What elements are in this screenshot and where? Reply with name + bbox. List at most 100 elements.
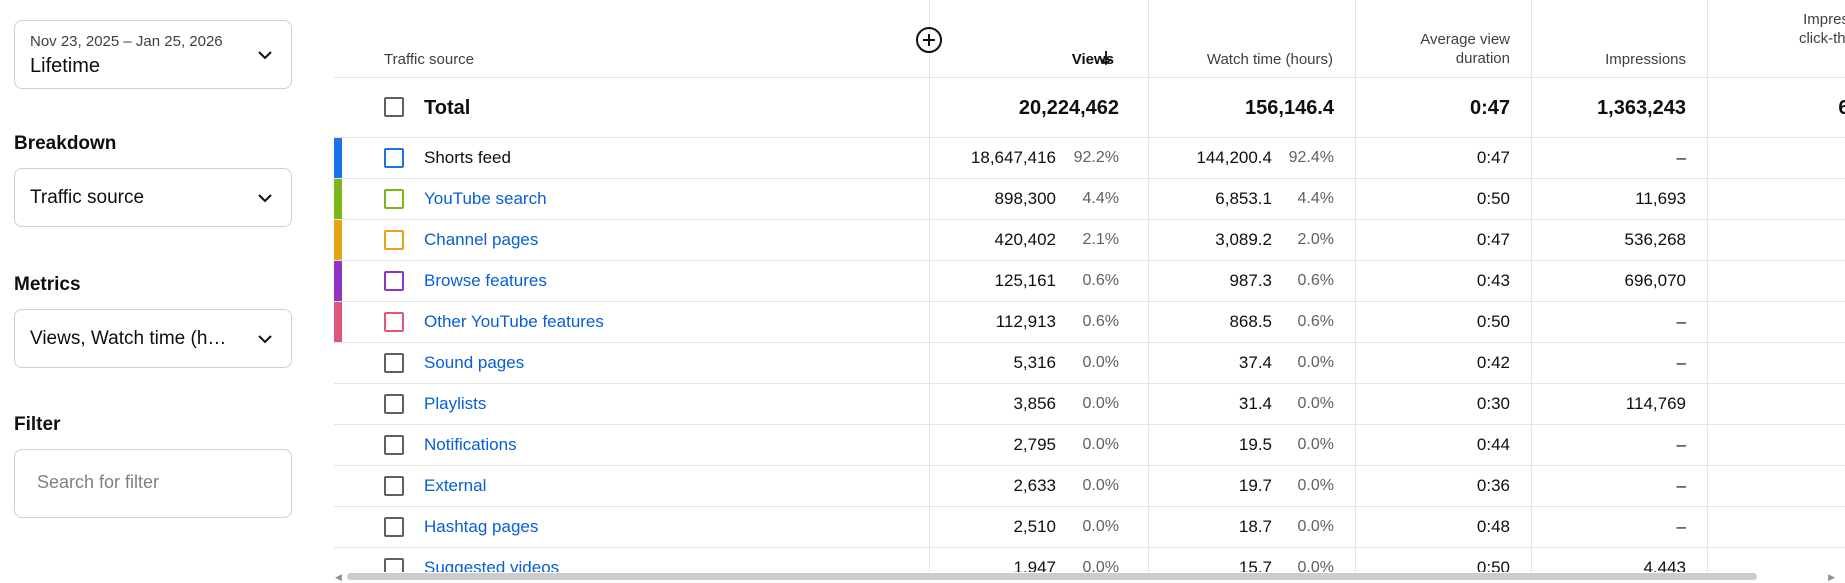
row-watch-time: 31.4 — [1238, 394, 1272, 413]
header-views[interactable]: Views — [1071, 51, 1114, 68]
row-checkbox[interactable] — [384, 476, 404, 496]
filter-search-input[interactable] — [37, 472, 267, 493]
filter-label: Filter — [14, 414, 61, 435]
row-impressions: – — [1676, 476, 1686, 495]
row-avg-duration: 0:47 — [1476, 148, 1510, 167]
traffic-source-name[interactable]: YouTube search — [424, 189, 547, 208]
header-impressions-ctr[interactable]: Impressions click-through rate — [1724, 10, 1845, 67]
row-checkbox[interactable] — [384, 353, 404, 373]
row-checkbox[interactable] — [384, 271, 404, 291]
date-range-dropdown[interactable]: Nov 23, 2025 – Jan 25, 2026 Lifetime — [14, 20, 292, 89]
horizontal-scrollbar[interactable]: ◀ ▶ — [335, 571, 1835, 582]
row-views-percent: 0.6% — [1082, 313, 1119, 330]
row-checkbox[interactable] — [384, 558, 404, 572]
traffic-source-name[interactable]: External — [424, 476, 487, 495]
row-watch-time-percent: 0.6% — [1297, 313, 1334, 330]
row-impressions: – — [1676, 435, 1686, 454]
row-watch-time-percent: 0.0% — [1297, 354, 1334, 371]
table-row: Playlists 3,856 0.0% 31.4 0.0% 0:30 114,769 1.4… — [334, 384, 1845, 425]
traffic-source-name[interactable]: Other YouTube features — [424, 312, 604, 331]
table-row: Suggested videos 1,947 0.0% 15.7 0.0% 0:50 4,4… — [334, 548, 1845, 572]
header-ctr-line1: Impressions — [1803, 11, 1845, 28]
row-avg-duration: 0:47 — [1476, 230, 1510, 249]
table-row: Hashtag pages 2,510 0.0% 18.7 0.0% 0:48 – — [334, 507, 1845, 548]
total-watch-time: 156,146.4 — [1245, 97, 1334, 119]
row-views-percent: 0.0% — [1082, 354, 1119, 371]
metrics-dropdown[interactable]: Views, Watch time (ho… — [14, 309, 292, 368]
row-checkbox[interactable] — [384, 148, 404, 168]
table-row: External 2,633 0.0% 19.7 0.0% 0:36 – — [334, 466, 1845, 507]
total-impressions: 1,363,243 — [1597, 97, 1686, 119]
row-ctr: 2.9% — [1714, 189, 1845, 209]
row-avg-duration: 0:42 — [1476, 353, 1510, 372]
row-checkbox[interactable] — [384, 312, 404, 332]
metrics-value: Views, Watch time (ho… — [30, 327, 235, 349]
header-average-view-duration[interactable]: Average view duration — [1374, 30, 1510, 68]
table-row: Notifications 2,795 0.0% 19.5 0.0% 0:44 – — [334, 425, 1845, 466]
row-ctr: 9.8% — [1714, 271, 1845, 291]
total-checkbox[interactable] — [384, 97, 404, 117]
chevron-down-icon — [258, 50, 272, 59]
scroll-right-arrow-icon[interactable]: ▶ — [1828, 572, 1835, 582]
total-ctr: 6.7% — [1838, 97, 1845, 119]
header-ctr-line2: click-through — [1798, 30, 1845, 47]
traffic-source-name[interactable]: Sound pages — [424, 353, 525, 372]
row-watch-time: 19.7 — [1238, 476, 1272, 495]
row-views: 420,402 — [994, 230, 1056, 249]
row-views-percent: 0.0% — [1082, 395, 1119, 412]
traffic-source-name[interactable]: Suggested videos — [424, 558, 560, 572]
column-divider — [1707, 0, 1708, 572]
scrollbar-thumb[interactable] — [347, 573, 1757, 580]
row-views-percent: 0.0% — [1082, 559, 1119, 572]
traffic-source-name[interactable]: Hashtag pages — [424, 517, 539, 536]
traffic-source-name[interactable]: Browse features — [424, 271, 547, 290]
row-checkbox[interactable] — [384, 435, 404, 455]
row-checkbox[interactable] — [384, 394, 404, 414]
table-row: Channel pages 420,402 2.1% 3,089.2 2.0% 0:47 5… — [334, 220, 1845, 261]
add-metric-icon[interactable] — [915, 26, 943, 54]
row-views-percent: 0.0% — [1082, 436, 1119, 453]
table-row: YouTube search 898,300 4.4% 6,853.1 4.4% 0:50… — [334, 179, 1845, 220]
row-avg-duration: 0:44 — [1476, 435, 1510, 454]
header-impressions[interactable]: Impressions — [1605, 51, 1686, 68]
table-row: Browse features 125,161 0.6% 987.3 0.6% 0:43 6… — [334, 261, 1845, 302]
row-watch-time: 144,200.4 — [1196, 148, 1272, 167]
header-avg-line1: Average view — [1420, 31, 1510, 48]
traffic-source-name[interactable]: Playlists — [424, 394, 487, 413]
row-impressions: – — [1676, 517, 1686, 536]
row-checkbox[interactable] — [384, 230, 404, 250]
row-impressions: 4,443 — [1643, 558, 1686, 572]
row-views: 2,633 — [1013, 476, 1056, 495]
row-avg-duration: 0:30 — [1476, 394, 1510, 413]
table-row: Sound pages 5,316 0.0% 37.4 0.0% 0:42 – — [334, 343, 1845, 384]
row-watch-time: 37.4 — [1238, 353, 1272, 372]
header-traffic-source[interactable]: Traffic source — [384, 51, 475, 68]
row-avg-duration: 0:50 — [1476, 189, 1510, 208]
traffic-source-name[interactable]: Channel pages — [424, 230, 539, 249]
row-impressions: – — [1676, 148, 1686, 167]
row-views-percent: 92.2% — [1073, 149, 1119, 166]
row-watch-time-percent: 92.4% — [1288, 149, 1334, 166]
row-impressions: 114,769 — [1625, 394, 1686, 413]
row-checkbox[interactable] — [384, 517, 404, 537]
row-checkbox[interactable] — [384, 189, 404, 209]
row-ctr: 4.1% — [1714, 230, 1845, 250]
table-row: Shorts feed 18,647,416 92.2% 144,200.4 92.4%… — [334, 138, 1845, 179]
breakdown-dropdown[interactable]: Traffic source — [14, 168, 292, 227]
traffic-source-name[interactable]: Notifications — [424, 435, 517, 454]
row-color-bar — [334, 261, 342, 301]
row-views: 5,316 — [1013, 353, 1056, 372]
chevron-down-icon — [258, 193, 272, 202]
header-watch-time[interactable]: Watch time (hours) — [1206, 51, 1333, 68]
filter-box[interactable] — [14, 449, 292, 518]
scroll-left-arrow-icon[interactable]: ◀ — [335, 572, 342, 582]
row-color-bar — [334, 179, 342, 219]
row-views-percent: 4.4% — [1082, 190, 1119, 207]
row-watch-time-percent: 0.0% — [1297, 518, 1334, 535]
breakdown-value: Traffic source — [30, 186, 145, 208]
row-impressions: 536,268 — [1624, 230, 1686, 249]
row-views-percent: 0.6% — [1082, 272, 1119, 289]
sort-down-arrow-icon[interactable] — [1098, 49, 1114, 67]
row-avg-duration: 0:48 — [1476, 517, 1510, 536]
row-avg-duration: 0:36 — [1476, 476, 1510, 495]
